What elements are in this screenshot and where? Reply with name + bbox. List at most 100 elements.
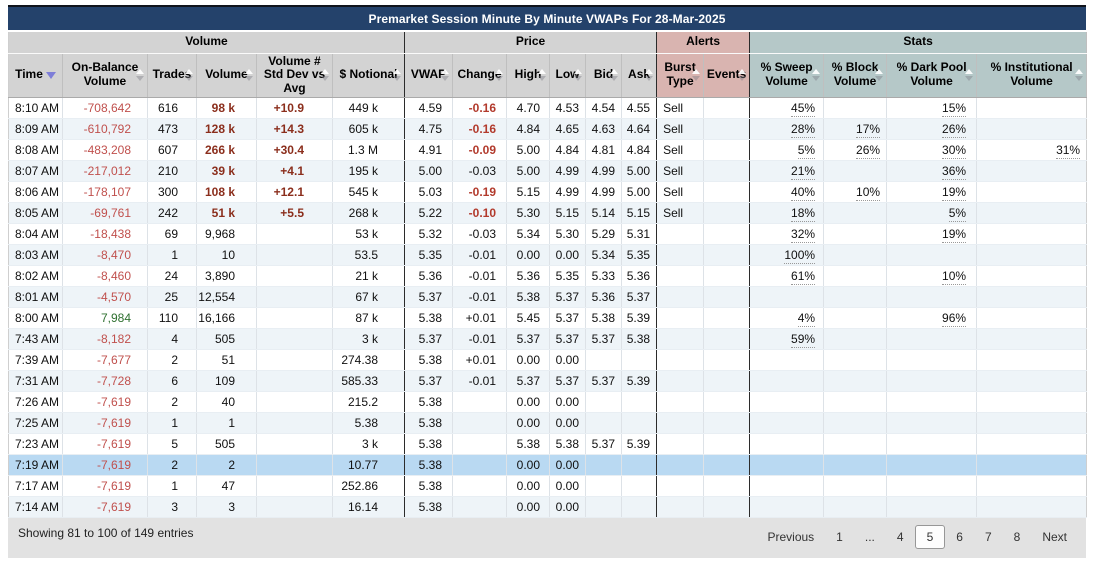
cell-dark: 36% bbox=[886, 160, 978, 182]
col-header-trades[interactable]: Trades bbox=[147, 53, 197, 98]
col-header-low[interactable]: Low bbox=[549, 53, 587, 98]
col-header-dark[interactable]: % Dark Pool Volume bbox=[886, 53, 978, 98]
page-button-7[interactable]: 7 bbox=[984, 529, 992, 544]
cell-high: 5.37 bbox=[506, 370, 551, 392]
cell-change: -0.10 bbox=[452, 202, 508, 224]
table-row[interactable]: 7:31 AM -7,728 6 109 585.33 5.37 -0.01 5.37 5.37… bbox=[8, 370, 1088, 392]
cell-high: 5.00 bbox=[506, 139, 551, 161]
col-header-sweep[interactable]: % Sweep Volume bbox=[749, 53, 825, 98]
previous-page-button[interactable]: Previous bbox=[767, 529, 815, 544]
percent-value: 5% bbox=[797, 142, 816, 159]
table-row[interactable]: 8:09 AM -610,792 473 128 k +14.3 605 k 4.75 -0.… bbox=[8, 118, 1088, 140]
col-header-events[interactable]: Events bbox=[703, 53, 751, 98]
cell-sweep bbox=[749, 349, 825, 371]
cell-vwap: 5.38 bbox=[404, 496, 454, 518]
table-row[interactable]: 8:03 AM -8,470 1 10 53.5 5.35 -0.01 0.00 0.00 5.3… bbox=[8, 244, 1088, 266]
table-row[interactable]: 7:23 AM -7,619 5 505 3 k 5.38 5.38 5.38 5.37 5.39 bbox=[8, 433, 1088, 455]
cell-dark: 19% bbox=[886, 223, 978, 245]
col-header-stddev[interactable]: Volume # Std Dev vs Avg bbox=[256, 53, 333, 98]
page-button-8[interactable]: 8 bbox=[1013, 529, 1021, 544]
cell-notional: 53 k bbox=[332, 223, 406, 245]
cell-block bbox=[823, 244, 888, 266]
page-button-6[interactable]: 6 bbox=[956, 529, 963, 544]
sort-desc-icon bbox=[45, 71, 56, 79]
cell-inst bbox=[976, 181, 1088, 203]
cell-block bbox=[823, 496, 888, 518]
table-row[interactable]: 7:17 AM -7,619 1 47 252.86 5.38 0.00 0.00 bbox=[8, 475, 1088, 497]
table-row[interactable]: 8:04 AM -18,438 69 9,968 53 k 5.32 -0.03 5.34 5.… bbox=[8, 223, 1088, 245]
table-row[interactable]: 8:06 AM -178,107 300 108 k +12.1 545 k 5.03 -0.… bbox=[8, 181, 1088, 203]
table-row[interactable]: 7:43 AM -8,182 4 505 3 k 5.37 -0.01 5.37 5.37 5.3… bbox=[8, 328, 1088, 350]
col-header-label: Volume # Std Dev vs Avg bbox=[263, 53, 326, 96]
vwap-table: Volume Price Alerts Stats Time On-Balance Vo… bbox=[8, 32, 1088, 518]
cell-time: 8:02 AM bbox=[8, 265, 63, 287]
sort-both-icon bbox=[1075, 69, 1084, 82]
cell-high: 5.34 bbox=[506, 223, 551, 245]
cell-stddev: +12.1 bbox=[256, 181, 333, 203]
cell-ask: 5.36 bbox=[621, 265, 658, 287]
col-header-vwap[interactable]: VWAP bbox=[404, 53, 454, 98]
cell-dark: 30% bbox=[886, 139, 978, 161]
cell-stddev: +30.4 bbox=[256, 139, 333, 161]
next-page-button[interactable]: Next bbox=[1042, 529, 1067, 544]
percent-value: 26% bbox=[856, 142, 881, 159]
col-header-high[interactable]: High bbox=[506, 53, 551, 98]
cell-sweep: 40% bbox=[749, 181, 825, 203]
cell-time: 7:25 AM bbox=[8, 412, 63, 434]
col-header-notional[interactable]: $ Notional bbox=[332, 53, 406, 98]
table-row[interactable]: 8:00 AM 7,984 110 16,166 87 k 5.38 +0.01 5.45 5.… bbox=[8, 307, 1088, 329]
cell-time: 7:17 AM bbox=[8, 475, 63, 497]
cell-obv: -18,438 bbox=[62, 223, 148, 245]
col-header-ask[interactable]: Ask bbox=[621, 53, 658, 98]
cell-bid: 5.14 bbox=[585, 202, 623, 224]
cell-change: -0.01 bbox=[452, 286, 508, 308]
cell-volume: 3,890 bbox=[196, 265, 257, 287]
cell-low: 0.00 bbox=[549, 412, 587, 434]
col-header-volume[interactable]: Volume bbox=[196, 53, 257, 98]
cell-block bbox=[823, 160, 888, 182]
cell-vwap: 5.32 bbox=[404, 223, 454, 245]
table-row[interactable]: 7:26 AM -7,619 2 40 215.2 5.38 0.00 0.00 bbox=[8, 391, 1088, 413]
col-header-obv[interactable]: On-Balance Volume bbox=[62, 53, 148, 98]
col-header-label: Events bbox=[706, 67, 747, 82]
table-row[interactable]: 8:08 AM -483,208 607 266 k +30.4 1.3 M 4.91 -0.… bbox=[8, 139, 1088, 161]
table-row[interactable]: 7:14 AM -7,619 3 3 16.14 5.38 0.00 0.00 bbox=[8, 496, 1088, 518]
cell-events bbox=[703, 286, 751, 308]
cell-low: 5.37 bbox=[549, 307, 587, 329]
col-header-burst[interactable]: Burst Type bbox=[656, 53, 705, 98]
cell-notional: 605 k bbox=[332, 118, 406, 140]
col-header-bid[interactable]: Bid bbox=[585, 53, 623, 98]
page-button-5[interactable]: 5 bbox=[914, 524, 946, 549]
cell-volume: 51 bbox=[196, 349, 257, 371]
cell-stddev: +14.3 bbox=[256, 118, 333, 140]
table-row[interactable]: 8:01 AM -4,570 25 12,554 67 k 5.37 -0.01 5.38 5.… bbox=[8, 286, 1088, 308]
table-row[interactable]: 8:10 AM -708,642 616 98 k +10.9 449 k 4.59 -0.1… bbox=[8, 97, 1088, 119]
cell-bid: 4.81 bbox=[585, 139, 623, 161]
cell-dark: 15% bbox=[886, 97, 978, 119]
table-row[interactable]: 7:19 AM -7,619 2 2 10.77 5.38 0.00 0.00 bbox=[8, 454, 1088, 476]
table-row[interactable]: 8:02 AM -8,460 24 3,890 21 k 5.36 -0.01 5.36 5.3… bbox=[8, 265, 1088, 287]
page-button-4[interactable]: 4 bbox=[896, 529, 904, 544]
cell-obv: -7,619 bbox=[62, 475, 148, 497]
cell-time: 8:07 AM bbox=[8, 160, 63, 182]
sort-both-icon bbox=[738, 69, 747, 82]
cell-block bbox=[823, 97, 888, 119]
cell-notional: 585.33 bbox=[332, 370, 406, 392]
table-row[interactable]: 8:05 AM -69,761 242 51 k +5.5 268 k 5.22 -0.10 5… bbox=[8, 202, 1088, 224]
cell-obv: -7,619 bbox=[62, 496, 148, 518]
cell-time: 7:14 AM bbox=[8, 496, 63, 518]
col-header-block[interactable]: % Block Volume bbox=[823, 53, 888, 98]
table-row[interactable]: 7:25 AM -7,619 1 1 5.38 5.38 0.00 0.00 bbox=[8, 412, 1088, 434]
page-button-1[interactable]: 1 bbox=[836, 529, 843, 544]
col-header-inst[interactable]: % Institutional Volume bbox=[976, 53, 1088, 98]
cell-time: 8:08 AM bbox=[8, 139, 63, 161]
cell-time: 8:06 AM bbox=[8, 181, 63, 203]
cell-bid bbox=[585, 349, 623, 371]
col-header-time[interactable]: Time bbox=[8, 53, 63, 98]
table-row[interactable]: 7:39 AM -7,677 2 51 274.38 5.38 +0.01 0.00 0.00 bbox=[8, 349, 1088, 371]
col-header-change[interactable]: Change bbox=[452, 53, 508, 98]
cell-events bbox=[703, 496, 751, 518]
cell-events bbox=[703, 370, 751, 392]
cell-sweep: 100% bbox=[749, 244, 825, 266]
table-row[interactable]: 8:07 AM -217,012 210 39 k +4.1 195 k 5.00 -0.03… bbox=[8, 160, 1088, 182]
